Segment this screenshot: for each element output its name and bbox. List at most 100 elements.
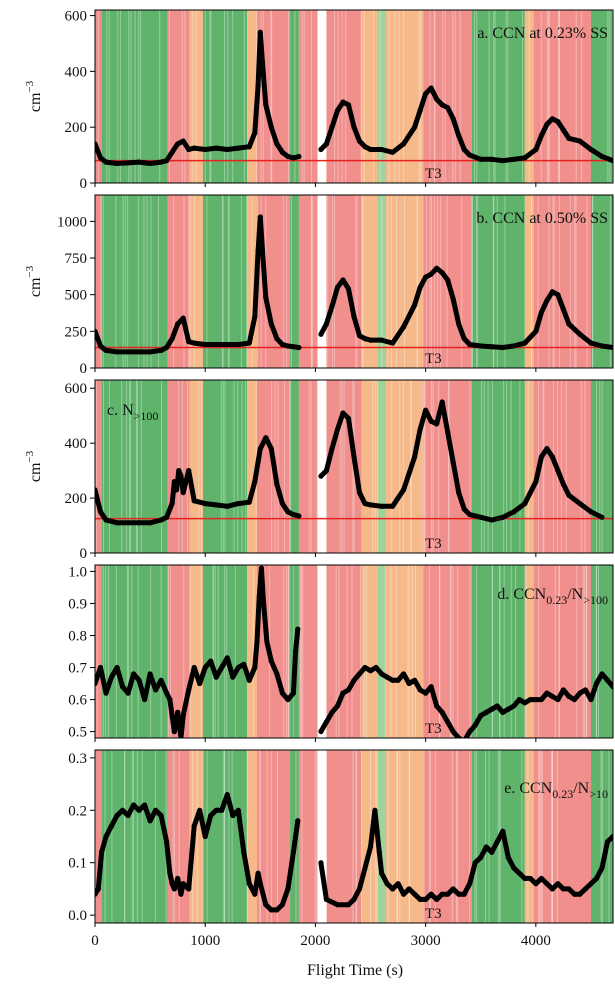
data-point xyxy=(367,146,374,153)
data-point xyxy=(235,664,241,671)
segment-band-18 xyxy=(590,380,613,553)
flight-segment-bands xyxy=(95,195,613,368)
data-point xyxy=(462,739,467,744)
segment-band-4 xyxy=(203,10,248,183)
data-point xyxy=(577,331,583,337)
segment-band-9 xyxy=(317,195,327,368)
y-tick-label: 600 xyxy=(65,9,88,25)
data-point xyxy=(252,479,258,485)
data-point xyxy=(610,684,613,690)
data-point xyxy=(389,340,396,346)
data-point xyxy=(527,875,533,882)
segment-band-15 xyxy=(471,195,525,368)
data-point xyxy=(252,314,258,320)
data-point xyxy=(175,709,181,715)
data-point xyxy=(114,520,120,526)
data-point xyxy=(246,144,252,150)
panel-frame xyxy=(94,194,614,369)
data-point xyxy=(434,421,440,427)
data-point xyxy=(329,709,335,715)
data-point xyxy=(235,341,241,348)
data-point xyxy=(560,886,567,892)
data-point xyxy=(290,155,296,161)
data-point xyxy=(255,870,261,876)
data-point xyxy=(593,875,600,882)
data-point xyxy=(259,60,266,66)
data-point xyxy=(279,149,285,155)
data-point xyxy=(95,328,98,334)
data-point xyxy=(549,116,555,122)
data-point xyxy=(566,886,572,892)
data-point xyxy=(577,690,583,696)
data-point xyxy=(588,696,594,703)
data-point xyxy=(461,146,467,153)
data-point xyxy=(412,302,418,308)
data-point xyxy=(263,102,269,108)
data-point xyxy=(213,807,219,813)
data-point xyxy=(544,121,550,128)
data-point xyxy=(378,146,385,153)
data-point xyxy=(169,881,175,887)
y-axis-label: cm−3 xyxy=(24,265,44,297)
data-point xyxy=(439,399,445,405)
data-point xyxy=(417,284,423,290)
y-tick-label: 0.0 xyxy=(68,908,87,924)
data-point xyxy=(125,520,131,526)
data-point xyxy=(345,415,352,422)
segment-band-4 xyxy=(203,380,248,553)
data-point xyxy=(125,349,131,355)
data-point xyxy=(533,881,539,887)
data-point xyxy=(489,517,495,523)
y-tick-label: 0.3 xyxy=(68,751,87,767)
data-point xyxy=(544,690,550,696)
data-point xyxy=(500,828,506,834)
data-point xyxy=(173,487,180,493)
flight-segment-bands xyxy=(95,565,613,738)
data-point xyxy=(235,145,241,151)
data-point xyxy=(130,802,137,808)
data-point xyxy=(544,446,550,452)
data-point xyxy=(428,271,434,277)
data-point xyxy=(345,687,352,693)
data-point xyxy=(538,309,544,315)
data-point xyxy=(439,102,445,108)
data-point xyxy=(500,514,506,520)
data-point xyxy=(450,296,456,302)
data-point xyxy=(345,286,352,292)
panel-c: 0 200 400 600 cm−3 c. N>100 T3 xyxy=(24,379,614,562)
data-point xyxy=(489,156,495,162)
data-point xyxy=(544,297,550,304)
data-point xyxy=(555,468,561,474)
data-point xyxy=(351,314,357,320)
data-point xyxy=(423,274,429,280)
data-point xyxy=(351,896,357,903)
data-point xyxy=(256,594,262,600)
data-point xyxy=(241,849,247,855)
data-point xyxy=(255,82,261,88)
data-point xyxy=(511,865,517,871)
data-point xyxy=(136,677,142,683)
data-point xyxy=(400,891,407,897)
data-point xyxy=(318,728,324,735)
data-point xyxy=(456,735,462,738)
data-point xyxy=(378,337,385,343)
y-tick-label: 600 xyxy=(65,381,88,397)
data-point xyxy=(450,886,456,892)
data-point xyxy=(505,706,511,712)
data-point xyxy=(434,265,440,271)
data-point xyxy=(171,479,177,485)
data-point xyxy=(489,706,495,712)
segment-band-10 xyxy=(326,10,362,183)
data-point xyxy=(158,677,164,683)
data-point xyxy=(191,145,197,151)
data-point xyxy=(258,565,265,571)
data-point xyxy=(428,418,434,424)
data-point xyxy=(527,696,533,703)
data-series xyxy=(95,214,613,355)
data-point xyxy=(295,818,301,824)
data-point xyxy=(494,703,500,709)
data-point xyxy=(417,426,423,433)
y-tick-label: 0 xyxy=(80,546,88,562)
segment-band-9 xyxy=(317,565,327,738)
data-point xyxy=(445,105,451,111)
